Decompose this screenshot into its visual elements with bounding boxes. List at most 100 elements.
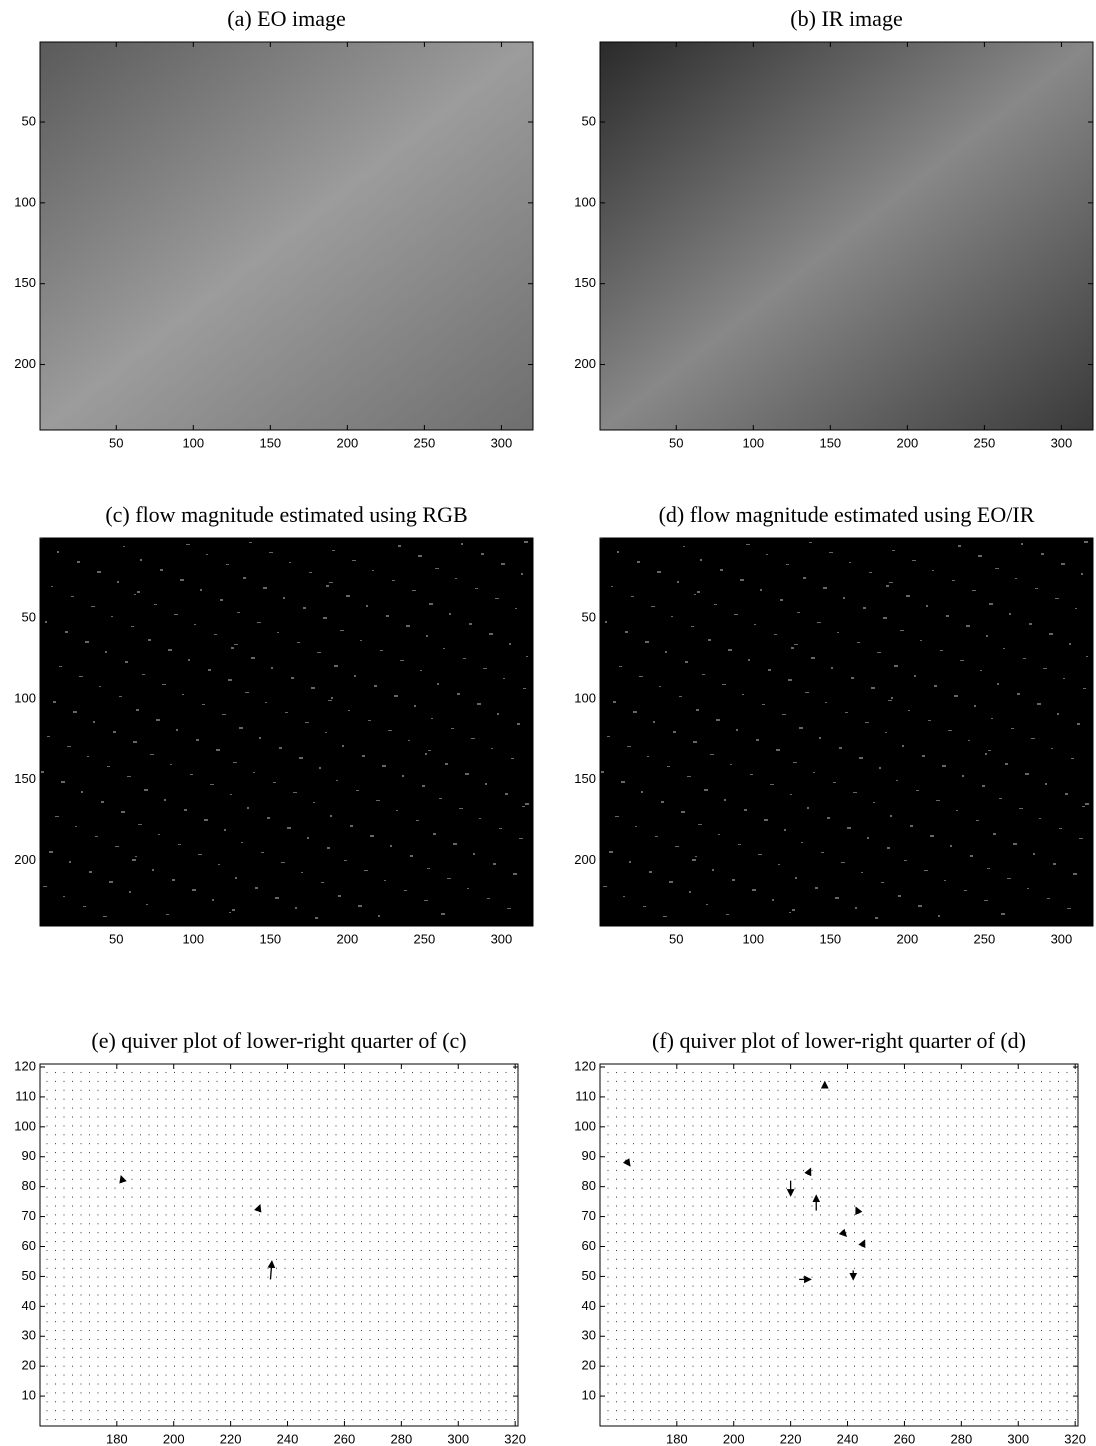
flow-speck	[1067, 908, 1071, 909]
flow-speck	[772, 899, 774, 901]
flow-speck	[762, 704, 765, 705]
flow-speck	[637, 561, 640, 563]
flow-speck	[1033, 853, 1035, 855]
flow-speck	[164, 799, 166, 801]
x-tick-label: 180	[666, 1431, 688, 1446]
x-tick-label: 220	[220, 1431, 242, 1446]
flow-speck	[1005, 763, 1008, 765]
flow-speck	[756, 739, 759, 741]
flow-speck	[524, 541, 528, 543]
panel-title: (a) EO image	[227, 6, 346, 31]
flow-speck	[61, 781, 65, 783]
flow-speck	[1017, 693, 1020, 695]
flow-speck	[794, 644, 798, 645]
flow-speck	[1013, 843, 1017, 845]
flow-speck	[267, 817, 270, 819]
flow-speck	[154, 604, 157, 605]
y-tick-label: 200	[574, 852, 596, 867]
flow-speck	[83, 906, 86, 907]
flow-speck	[885, 732, 887, 733]
flow-speck	[892, 550, 895, 551]
flow-speck	[736, 729, 738, 731]
flow-speck	[986, 635, 988, 637]
flow-speck	[142, 674, 145, 675]
flow-speck	[1019, 808, 1023, 809]
y-tick-label: 200	[574, 356, 596, 371]
flow-speck	[507, 908, 511, 909]
flow-speck	[99, 686, 101, 687]
flow-speck	[714, 604, 717, 605]
flow-speck	[1055, 598, 1059, 599]
y-tick-label: 40	[22, 1298, 36, 1313]
flow-speck	[414, 705, 416, 707]
flow-speck	[693, 741, 697, 743]
flow-speck	[653, 721, 655, 723]
flow-speck	[433, 833, 436, 835]
x-tick-label: 320	[504, 1431, 526, 1446]
flow-speck	[663, 916, 667, 917]
flow-speck	[683, 546, 685, 547]
flow-speck	[218, 864, 220, 865]
flow-speck	[1037, 703, 1041, 705]
flow-speck	[978, 555, 982, 557]
flow-speck	[778, 864, 780, 865]
y-tick-label: 200	[14, 356, 36, 371]
flow-speck	[97, 571, 101, 573]
flow-speck	[245, 692, 249, 693]
flow-speck	[936, 800, 940, 801]
flow-speck	[724, 799, 726, 801]
flow-speck	[726, 914, 729, 915]
x-tick-label: 320	[1064, 1431, 1086, 1446]
flow-speck	[451, 728, 454, 729]
flow-speck	[615, 816, 619, 817]
flow-speck	[655, 836, 658, 837]
flow-speck	[647, 756, 649, 757]
flow-speck	[774, 634, 777, 635]
flow-speck	[176, 729, 178, 731]
flow-speck	[760, 589, 762, 591]
flow-speck	[1021, 543, 1023, 545]
flow-speck	[426, 635, 428, 637]
flow-speck	[210, 784, 214, 785]
flow-speck	[362, 755, 365, 757]
flow-speck	[964, 890, 967, 891]
flow-speck	[148, 639, 151, 641]
x-tick-label: 220	[780, 1431, 802, 1446]
x-tick-label: 250	[414, 435, 436, 450]
flow-speck	[150, 754, 154, 755]
y-tick-label: 100	[14, 194, 36, 209]
flow-speck	[689, 891, 691, 893]
flow-speck	[920, 640, 922, 641]
y-tick-label: 30	[582, 1328, 596, 1343]
flow-speck	[730, 764, 732, 765]
flow-speck	[493, 863, 496, 865]
flow-speck	[958, 545, 961, 547]
flow-speck	[125, 661, 128, 663]
flow-speck	[180, 579, 184, 581]
flow-speck	[1049, 633, 1053, 635]
flow-speck	[65, 631, 68, 633]
flow-speck	[222, 714, 226, 715]
flow-speck	[505, 793, 508, 795]
flow-speck	[273, 782, 276, 783]
flow-speck	[285, 712, 288, 713]
flow-speck	[966, 625, 970, 627]
x-tick-label: 200	[723, 1431, 745, 1446]
flow-speck	[71, 596, 74, 597]
flow-speck	[513, 873, 517, 875]
flow-speck	[342, 745, 344, 747]
flow-speck	[338, 895, 341, 897]
flow-speck	[1007, 878, 1011, 879]
flow-speck	[940, 650, 943, 651]
flow-speck	[1057, 713, 1059, 715]
flow-speck	[999, 798, 1002, 799]
flow-speck	[81, 791, 83, 793]
flow-speck	[1083, 688, 1086, 689]
flow-speck	[501, 563, 505, 565]
flow-speck	[776, 749, 780, 751]
flow-speck	[685, 661, 688, 663]
flow-speck	[113, 731, 116, 733]
flow-speck	[366, 605, 368, 607]
flow-speck	[803, 577, 806, 579]
flow-speck	[1086, 656, 1088, 657]
